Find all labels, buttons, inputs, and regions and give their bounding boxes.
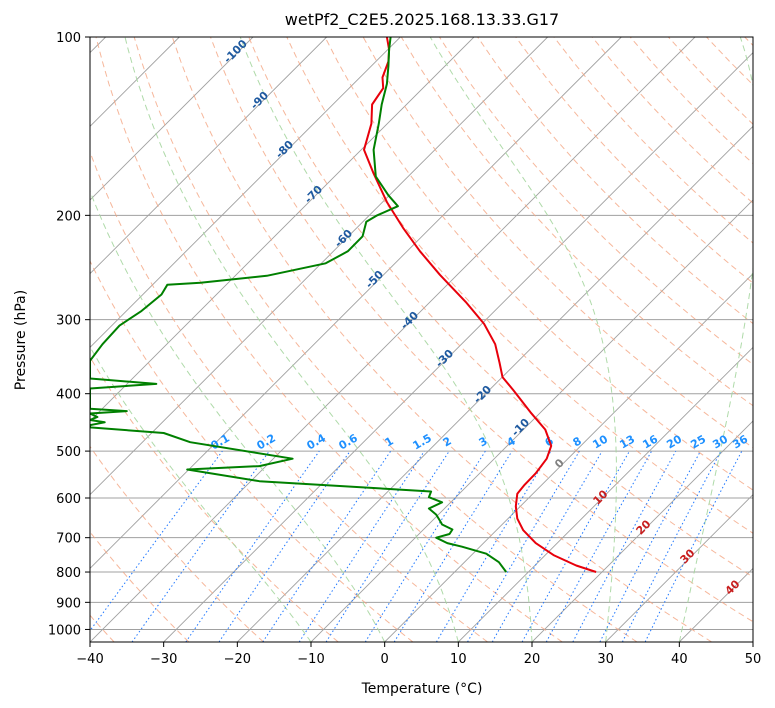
isotherm-line (90, 37, 327, 275)
dry-adiabat-line (90, 356, 339, 642)
isotherm-line (90, 37, 475, 422)
isotherm-line (384, 273, 753, 642)
mixing-ratio-line (90, 450, 223, 632)
y-tick-label: 400 (56, 388, 81, 403)
x-tick-label: 30 (597, 652, 614, 667)
y-tick-label: 900 (56, 596, 81, 611)
dry-adiabat-line (210, 37, 753, 623)
moist-adiabat-line (124, 37, 459, 642)
y-axis-title: Pressure (hPa) (13, 290, 29, 390)
profiles (90, 37, 597, 573)
dry-adiabat-line (324, 37, 753, 491)
x-axis: −40 −30 −20 −10 0 10 20 30 40 50 (76, 642, 761, 667)
isotherm-line (458, 346, 753, 642)
x-tick-label: 50 (745, 652, 762, 667)
y-tick-label: 800 (56, 566, 81, 581)
x-tick-label: −10 (297, 652, 324, 667)
plot-frame (89, 36, 754, 643)
mixing-ratio-line (298, 450, 425, 642)
x-tick-label: 10 (450, 652, 467, 667)
mixing-ratio-line (393, 450, 513, 642)
y-tick-label: 1000 (48, 623, 81, 638)
dry-adiabat-line (95, 37, 563, 642)
isotherm-line (531, 420, 753, 642)
y-axis: 100 200 300 400 500 600 700 800 900 1000 (48, 31, 90, 638)
mixing-ratio-line (325, 450, 450, 642)
y-tick-label: 700 (56, 532, 81, 547)
mixing-ratio-line (185, 450, 320, 642)
mixing-ratio-line (262, 450, 392, 642)
mixing-ratio-line (131, 450, 270, 642)
temperature-profile (363, 37, 597, 573)
isotherm-line (90, 37, 548, 496)
x-tick-label: −40 (76, 652, 103, 667)
dry-adiabat-line (90, 445, 264, 642)
chart-title: wetPf2_C2E5.2025.168.13.33.G17 (285, 10, 559, 30)
dry-adiabat-line (90, 259, 414, 642)
moist-adiabat-line (90, 346, 312, 642)
isotherm-line (90, 37, 696, 642)
moist-adiabat-line (90, 189, 386, 642)
moist-adiabat-line (678, 37, 753, 642)
x-tick-label: 20 (524, 652, 541, 667)
x-tick-label: 40 (671, 652, 688, 667)
isotherm-line (90, 37, 401, 348)
mixing-ratio-line (644, 450, 743, 642)
isotherm-line (237, 125, 753, 642)
dry-adiabat-line (133, 37, 638, 642)
dry-adiabat-line (515, 37, 753, 284)
background-lines (90, 37, 753, 642)
mixing-ratio-line (521, 450, 630, 642)
y-tick-label: 100 (56, 31, 81, 46)
y-tick-label: 600 (56, 492, 81, 507)
x-tick-label: −20 (224, 652, 251, 667)
x-tick-label: −30 (150, 652, 177, 667)
moist-adiabat-line (429, 37, 617, 642)
isotherm-line (90, 37, 622, 569)
isotherm-line (90, 37, 254, 201)
isotherm-line (163, 52, 753, 642)
dewpoint-profile (90, 37, 508, 573)
x-axis-title: Temperature (°C) (361, 681, 483, 697)
dry-adiabat-line (171, 37, 712, 642)
moist-adiabat-line (239, 37, 533, 642)
mixing-ratio-line (545, 450, 653, 642)
mixing-ratio-line (572, 450, 677, 642)
isotherm-line (605, 494, 753, 642)
x-tick-label: 0 (381, 652, 389, 667)
y-tick-label: 500 (56, 445, 81, 460)
dry-adiabat-line (286, 37, 753, 534)
y-tick-label: 200 (56, 209, 81, 224)
mixing-ratio-line (218, 450, 351, 642)
dry-adiabat-line (248, 37, 753, 578)
y-tick-label: 300 (56, 314, 81, 329)
